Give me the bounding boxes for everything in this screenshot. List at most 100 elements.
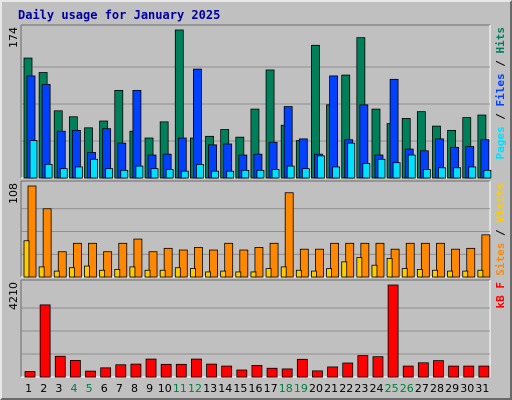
pages-bar [59, 168, 68, 179]
sites-bar [68, 267, 75, 278]
visits-bar [118, 242, 128, 278]
sites-bar [114, 269, 121, 278]
pages-bar [211, 170, 219, 179]
pages-bar [453, 167, 462, 179]
sites-bar [159, 269, 166, 278]
visits-bar [224, 242, 234, 278]
x-tick-label: 30 [460, 382, 474, 395]
series-legend-part: Sites [494, 243, 507, 276]
x-tick-label: 27 [415, 382, 429, 395]
x-tick-label: 11 [173, 382, 187, 395]
visits-bar [315, 248, 324, 278]
x-tick-label: 26 [400, 382, 414, 395]
sites-bar [53, 270, 60, 278]
pages-bar [180, 170, 189, 179]
sites-bar [144, 269, 151, 278]
x-tick-label: 2 [40, 382, 47, 395]
pages-bar [483, 169, 492, 179]
sites-bar [371, 264, 378, 278]
files-bar [132, 89, 142, 179]
y-max-label: 4210 [7, 282, 20, 310]
kbytes-bar [236, 369, 248, 378]
x-tick-label: 25 [385, 382, 399, 395]
kbytes-bar [417, 362, 429, 378]
kbytes-bar [191, 358, 202, 378]
pages-bar [332, 166, 340, 179]
visits-bar [88, 242, 97, 278]
sites-bar [280, 266, 287, 278]
x-tick-label: 5 [86, 382, 93, 395]
pages-bar [392, 162, 401, 179]
x-tick-label: 31 [475, 382, 489, 395]
kbytes-bar [433, 360, 444, 378]
sites-bar [99, 269, 106, 278]
series-legend-part: / [494, 54, 507, 74]
pages-bar [29, 140, 38, 179]
sites-bar [311, 270, 317, 278]
y-max-label: 174 [7, 27, 20, 48]
pages-bar [196, 163, 204, 179]
kbytes-bar [281, 368, 293, 378]
x-tick-label: 13 [203, 382, 217, 395]
pages-bar [44, 163, 53, 179]
sites-bar [341, 261, 348, 278]
kbytes-bar [402, 365, 414, 378]
series-legend-part: Files [494, 73, 507, 106]
visits-bar [436, 242, 445, 278]
kbytes-bar [372, 356, 384, 378]
y-max-label: 108 [7, 183, 20, 204]
x-tick-label: 18 [279, 382, 293, 395]
sites-bar [250, 271, 257, 278]
pages-bar [241, 169, 250, 179]
visits-bar [284, 192, 294, 278]
visits-bar [148, 251, 158, 278]
files-bar [193, 68, 202, 179]
sites-bar [174, 267, 181, 278]
kbytes-bar [448, 365, 460, 378]
visits-bar [27, 185, 37, 278]
x-tick-label: 7 [116, 382, 123, 395]
x-tick-label: 15 [233, 382, 247, 395]
pages-bar [317, 155, 325, 179]
x-tick-label: 28 [430, 382, 444, 395]
pages-bar [271, 169, 280, 179]
kbytes-bar [206, 363, 217, 378]
visits-bar [269, 242, 279, 278]
x-tick-label: 22 [339, 382, 353, 395]
x-tick-label: 10 [158, 382, 172, 395]
x-tick-label: 21 [324, 382, 338, 395]
kbytes-bar [115, 364, 127, 378]
x-tick-label: 16 [249, 382, 263, 395]
pages-bar [256, 169, 265, 179]
visits-bar [481, 234, 491, 278]
sites-bar [38, 266, 45, 278]
sites-bar [356, 257, 363, 278]
visits-bar [178, 249, 188, 278]
series-legend-part: / [494, 107, 507, 127]
pages-bar [105, 168, 114, 179]
sites-bar [205, 271, 211, 278]
x-tick-label: 14 [218, 382, 232, 395]
pages-bar [362, 163, 371, 179]
sites-bar [462, 270, 469, 278]
series-legend: Sites / Visits [494, 183, 507, 276]
visits-bar [163, 247, 173, 278]
x-tick-label: 24 [370, 382, 384, 395]
sites-bar [386, 258, 393, 278]
pages-bar [407, 154, 416, 179]
visits-bar [209, 249, 218, 278]
visits-bar [466, 247, 476, 278]
series-legend-part: Pages [494, 126, 507, 159]
sites-bar [295, 269, 302, 278]
kbytes-bar [100, 367, 112, 378]
pages-bar [150, 168, 159, 179]
sites-bar [326, 268, 332, 278]
series-legend-part: Hits [494, 27, 507, 54]
kbytes-bar [266, 367, 278, 378]
visits-bar [42, 208, 52, 278]
sites-bar [401, 268, 408, 278]
kbytes-bar [342, 362, 354, 378]
kbytes-bar [39, 304, 51, 378]
kbytes-bar [221, 365, 233, 378]
